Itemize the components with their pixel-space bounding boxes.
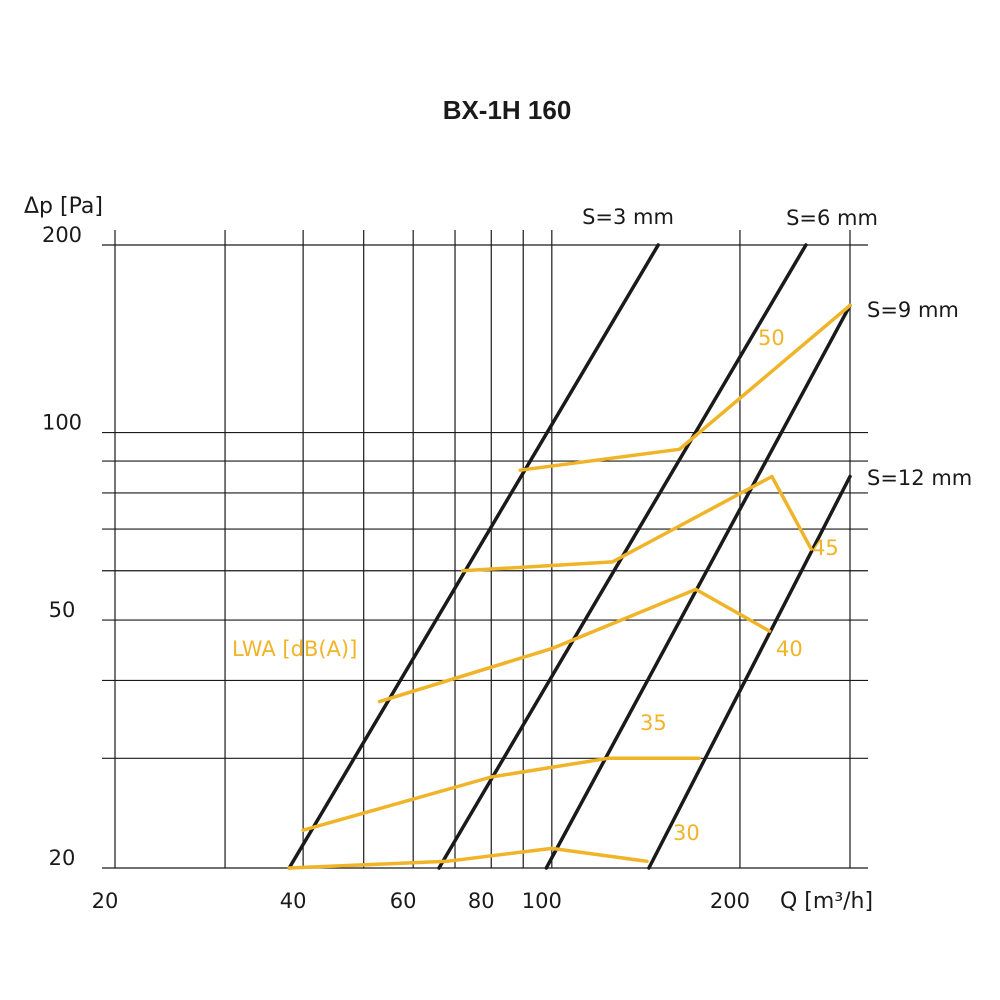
grid [102, 230, 868, 869]
noise-curve [377, 587, 772, 704]
x-tick-label: 100 [522, 889, 562, 913]
noise-legend-label: LWA [dB(A)] [232, 637, 357, 661]
series-label: S=3 mm [582, 205, 674, 229]
noise-curve [518, 303, 852, 472]
x-axis-label: Q [m³/h] [780, 889, 873, 914]
noise-level-label: 45 [812, 536, 839, 560]
series-label: S=9 mm [867, 298, 959, 322]
y-tick-label: 20 [49, 846, 76, 870]
x-tick-label: 80 [468, 889, 495, 913]
y-tick-label: 50 [49, 598, 76, 622]
noise-level-label: 35 [640, 711, 667, 735]
noise-level-label: 50 [758, 326, 785, 350]
x-tick-label: 60 [390, 889, 417, 913]
y-tick-label: 100 [42, 411, 82, 435]
noise-level-label: 40 [776, 637, 803, 661]
noise-curve [301, 756, 701, 832]
resistance-lines: S=3 mm S=6 mm S=9 mm S=12 mm [287, 205, 972, 870]
series-label: S=6 mm [786, 206, 878, 230]
series-line [647, 474, 852, 870]
series-line [544, 303, 852, 870]
y-axis-label: Δp [Pa] [24, 194, 103, 219]
noise-level-label: 30 [673, 821, 700, 845]
noise-level-curves: 50 45 40 35 30 [287, 303, 852, 870]
x-tick-label: 40 [280, 889, 307, 913]
noise-curve [287, 846, 649, 870]
noise-curve [460, 474, 813, 573]
series-label: S=12 mm [867, 466, 972, 490]
x-tick-label: 20 [92, 889, 119, 913]
chart-title: BX-1H 160 [443, 95, 572, 125]
y-tick-label: 200 [42, 223, 82, 247]
tick-labels: 20 40 60 80 100 200 20 50 100 200 [42, 223, 750, 913]
series-line [287, 243, 660, 870]
x-tick-label: 200 [710, 889, 750, 913]
